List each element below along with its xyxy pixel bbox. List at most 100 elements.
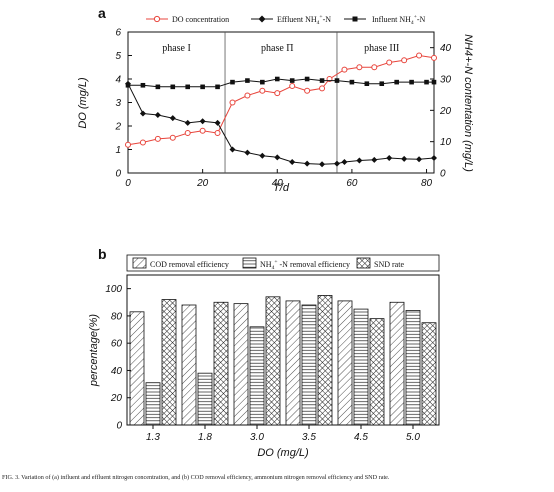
data-point [274,90,281,97]
legend-label-effluent: Effluent NH4+-N [277,14,331,26]
bar [265,296,281,426]
series-line-0 [127,54,435,146]
data-point [416,52,423,59]
data-point [170,84,176,90]
data-point [259,152,266,159]
data-point [371,64,378,71]
y-axis-label: DO (mg/L) [77,77,89,129]
data-point [356,157,363,164]
data-point [431,79,437,85]
y-tick-label: 0 [116,421,122,432]
phase-label: phase Π [261,43,294,54]
legend-swatch-b [356,257,371,269]
plot-b-frame [126,274,440,426]
legend-label-b: NH4+ -N removal efficiency [260,259,350,271]
data-point [199,118,206,125]
data-point [155,84,161,90]
y-tick-label: 40 [111,366,123,377]
y-tick-label: 80 [111,311,123,322]
bar [197,372,213,426]
y-tick-label: 6 [115,28,121,39]
phase-label: phase I [162,43,191,54]
data-point [341,159,348,166]
legend-label-do: DO concentration [172,15,229,24]
data-point [304,160,311,167]
y2-tick-label: 10 [440,137,452,148]
data-point [139,110,146,117]
data-point [229,99,236,106]
data-point [401,155,408,162]
x-axis-label: T/d [273,182,290,194]
data-point [401,57,408,64]
figure: a DO concentration Effluent NH4+-N Influent… [77,5,474,459]
data-point [214,130,221,137]
data-point [184,119,191,126]
legend-marker-effluent [258,15,266,23]
data-point [245,78,250,83]
data-point [371,156,378,163]
legend-swatch-b [132,257,147,269]
y2-tick-label: 30 [440,75,452,86]
x-axis-label: DO (mg/L) [257,447,309,459]
bar [181,304,197,426]
y-tick-label: 5 [115,51,121,62]
y2-axis-label: NH4+-N contentation (mg/L) [462,34,474,172]
x-tick-label: 0 [125,178,131,189]
bar [161,299,177,426]
legend-marker-influent [352,16,358,22]
data-point [274,154,281,161]
x-tick-label: 3.0 [250,432,264,443]
x-tick-label: 3.5 [302,432,316,443]
x-tick-label: 80 [421,178,433,189]
y-tick-label: 20 [110,393,123,404]
bar [317,295,333,426]
data-point [199,127,206,134]
legend-label-influent: Influent NH4+-N [372,14,426,26]
y-tick-label: 100 [105,284,122,295]
data-point [349,79,355,85]
data-point [386,154,393,161]
x-tick-label: 1.8 [198,432,212,443]
x-tick-label: 5.0 [406,432,420,443]
data-point [386,59,393,66]
bar [337,300,353,426]
data-point [200,84,205,90]
data-point [140,82,146,88]
data-point [431,54,437,61]
y-tick-label: 4 [115,75,121,86]
data-point [379,81,385,86]
y-tick-label: 3 [115,98,121,109]
data-point [431,154,437,161]
data-point [259,87,266,94]
data-point [409,79,414,85]
data-point [169,115,176,122]
data-point [125,82,131,88]
bar [249,326,265,426]
data-point [229,146,236,153]
data-point [274,76,280,82]
data-point [394,79,399,85]
data-point [184,130,191,137]
data-point [289,83,296,90]
y2-tick-label: 20 [439,106,452,117]
bar [145,382,161,426]
data-point [154,135,161,142]
data-point [341,66,348,73]
bar [421,322,437,426]
x-tick-label: 4.5 [354,432,368,443]
data-point [185,84,191,90]
bar [213,301,229,426]
x-tick-label: 40 [272,178,284,189]
panel-b-label: b [98,246,107,262]
data-point [244,149,251,156]
data-point [334,78,340,83]
data-point [304,87,311,94]
legend-label-b: SND rate [374,260,404,269]
y2-tick-label: 0 [440,169,446,180]
data-point [356,64,363,71]
data-point [289,78,295,83]
data-point [125,141,131,148]
series-line-1 [127,83,435,165]
data-point [230,79,235,85]
series-line-2 [128,78,434,88]
